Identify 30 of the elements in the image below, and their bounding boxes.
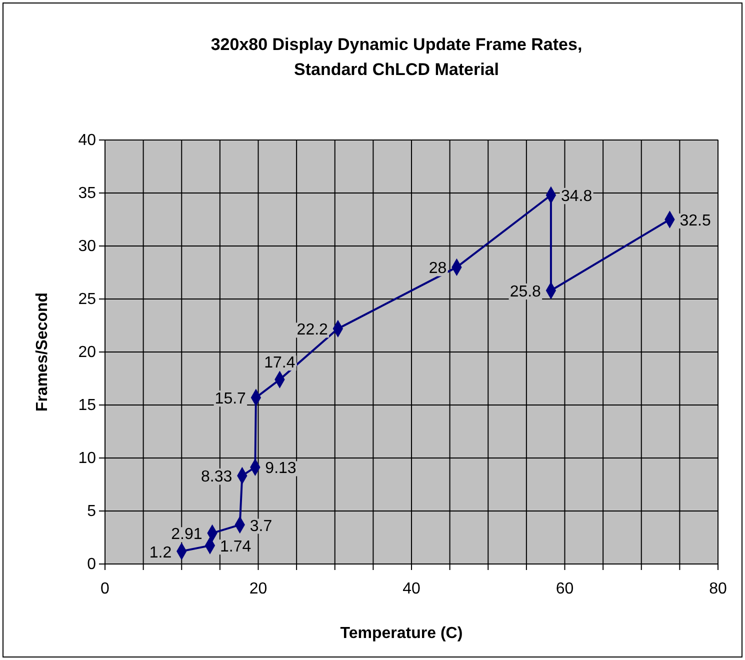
y-tick-label: 0 — [87, 556, 96, 574]
data-label: 25.8 — [510, 284, 542, 301]
y-axis-title: Frames/Second — [34, 292, 51, 412]
y-tick-label: 10 — [78, 450, 96, 468]
x-tick-label: 80 — [709, 580, 727, 598]
y-tick-label: 40 — [78, 132, 96, 150]
x-tick-label: 40 — [402, 580, 420, 598]
data-label: 2.91 — [171, 526, 202, 544]
data-label: 32.5 — [680, 212, 711, 230]
y-tick-label: 30 — [78, 238, 96, 256]
data-label: 15.7 — [214, 390, 246, 408]
data-label: 1.74 — [220, 538, 252, 556]
x-tick-label: 0 — [100, 580, 110, 598]
data-label: 22.2 — [296, 322, 328, 339]
x-axis-title: Temperature (C) — [340, 625, 463, 642]
chart-title: 320x80 Display Dynamic Update Frame Rates, Standard ChLCD Material — [210, 35, 582, 79]
data-label: 17.4 — [264, 354, 296, 372]
data-label: 3.7 — [250, 518, 272, 535]
data-label: 8.33 — [201, 468, 232, 486]
y-tick-label: 15 — [78, 397, 96, 414]
data-label: 34.8 — [560, 188, 592, 206]
x-tick-label: 20 — [249, 580, 268, 598]
data-label: 28 — [428, 260, 447, 278]
y-tick-label: 35 — [78, 185, 96, 202]
y-tick-label: 5 — [87, 503, 96, 520]
x-tick-label: 60 — [556, 580, 574, 598]
data-label: 9.13 — [265, 460, 296, 478]
y-tick-label: 25 — [78, 291, 96, 308]
data-label: 1.2 — [149, 544, 172, 562]
y-tick-label: 20 — [78, 344, 96, 362]
